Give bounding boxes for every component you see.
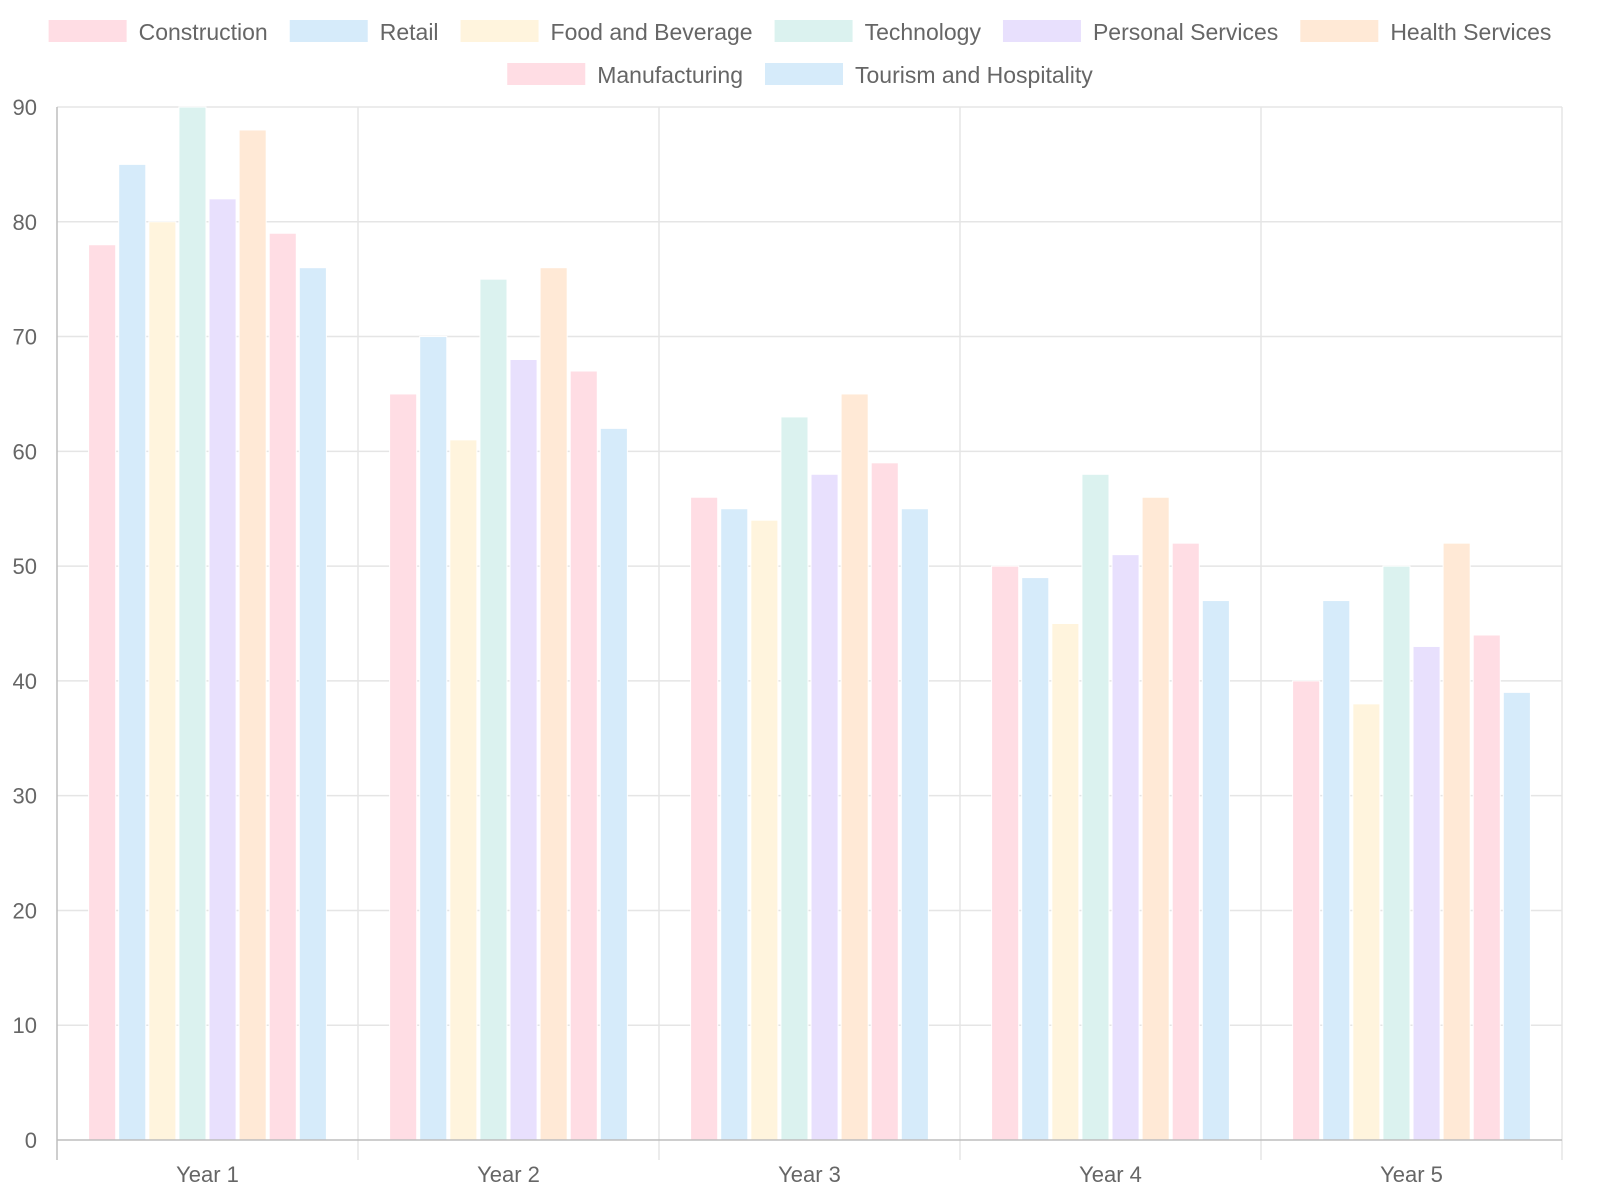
bar-personal-services-year-5[interactable]: [1412, 645, 1441, 1141]
bar-construction-year-4[interactable]: [991, 565, 1020, 1141]
bar-retail-year-3[interactable]: [720, 508, 749, 1141]
bar-technology-year-3[interactable]: [780, 416, 809, 1141]
legend-item-food-and-beverage[interactable]: Food and Beverage: [460, 19, 753, 45]
legend-label: Tourism and Hospitality: [855, 62, 1093, 88]
bar-food-and-beverage-year-1[interactable]: [148, 221, 177, 1141]
x-tick-label: Year 4: [1079, 1162, 1142, 1187]
legend: Construction Retail Food and Beverage Techn…: [48, 19, 1551, 88]
legend-label: Personal Services: [1093, 19, 1278, 45]
legend-item-personal-services[interactable]: Personal Services: [1002, 19, 1278, 45]
bar-health-services-year-5[interactable]: [1442, 542, 1471, 1141]
bar-retail-year-5[interactable]: [1322, 600, 1351, 1141]
bar-manufacturing-year-3[interactable]: [870, 462, 899, 1141]
legend-swatch: [1300, 20, 1379, 42]
bar-personal-services-year-3[interactable]: [810, 473, 839, 1141]
bar-construction-year-2[interactable]: [389, 393, 418, 1141]
x-tick-label: Year 5: [1380, 1162, 1443, 1187]
bar-tourism-and-hospitality-year-4[interactable]: [1201, 600, 1230, 1141]
bar-retail-year-2[interactable]: [419, 336, 448, 1141]
legend-item-health-services[interactable]: Health Services: [1300, 19, 1551, 45]
bar-construction-year-1[interactable]: [88, 244, 117, 1141]
bar-food-and-beverage-year-3[interactable]: [750, 519, 779, 1141]
bar-manufacturing-year-5[interactable]: [1472, 634, 1501, 1141]
bar-personal-services-year-4[interactable]: [1111, 554, 1140, 1141]
y-tick-label: 70: [13, 325, 37, 350]
legend-swatch: [764, 63, 843, 85]
legend-label: Retail: [380, 19, 439, 45]
legend-label: Food and Beverage: [551, 19, 753, 45]
x-tick-label: Year 1: [176, 1162, 239, 1187]
bar-manufacturing-year-4[interactable]: [1171, 542, 1200, 1141]
y-tick-label: 0: [25, 1128, 37, 1153]
bar-health-services-year-4[interactable]: [1141, 496, 1170, 1141]
y-tick-label: 50: [13, 554, 37, 579]
x-tick-label: Year 3: [778, 1162, 841, 1187]
legend-swatch: [507, 63, 586, 85]
legend-item-manufacturing[interactable]: Manufacturing: [507, 62, 743, 88]
bar-technology-year-4[interactable]: [1081, 473, 1110, 1141]
legend-swatch: [774, 20, 853, 42]
bar-tourism-and-hospitality-year-1[interactable]: [298, 267, 327, 1141]
legend-swatch: [289, 20, 368, 42]
bar-retail-year-1[interactable]: [118, 163, 147, 1141]
y-tick-label: 60: [13, 439, 37, 464]
bar-technology-year-5[interactable]: [1382, 565, 1411, 1141]
bar-tourism-and-hospitality-year-3[interactable]: [900, 508, 929, 1141]
legend-label: Technology: [865, 19, 982, 45]
bar-food-and-beverage-year-5[interactable]: [1352, 703, 1381, 1141]
bar-construction-year-5[interactable]: [1292, 680, 1321, 1141]
y-tick-label: 10: [13, 1013, 37, 1038]
legend-item-tourism-and-hospitality[interactable]: Tourism and Hospitality: [764, 62, 1093, 88]
bar-food-and-beverage-year-2[interactable]: [449, 439, 478, 1141]
legend-item-retail[interactable]: Retail: [289, 19, 439, 45]
bar-personal-services-year-1[interactable]: [208, 198, 237, 1141]
bar-technology-year-1[interactable]: [178, 106, 207, 1141]
axes: [56, 107, 1562, 1160]
y-tick-label: 40: [13, 669, 37, 694]
legend-label: Health Services: [1390, 19, 1551, 45]
bars: [88, 106, 1531, 1141]
legend-label: Manufacturing: [597, 62, 743, 88]
legend-swatch: [1002, 20, 1081, 42]
y-tick-label: 30: [13, 784, 37, 809]
bar-tourism-and-hospitality-year-5[interactable]: [1502, 691, 1531, 1141]
bar-retail-year-4[interactable]: [1021, 577, 1050, 1141]
bar-tourism-and-hospitality-year-2[interactable]: [599, 427, 628, 1141]
x-axis-ticks: Year 1 Year 2 Year 3 Year 4 Year 5: [176, 1162, 1443, 1187]
bar-food-and-beverage-year-4[interactable]: [1051, 623, 1080, 1141]
legend-item-technology[interactable]: Technology: [774, 19, 982, 45]
y-axis-ticks: 0 10 20 30 40 50 60 70 80 90: [13, 95, 37, 1153]
y-tick-label: 80: [13, 210, 37, 235]
x-tick-label: Year 2: [477, 1162, 540, 1187]
legend-swatch: [460, 20, 539, 42]
bar-health-services-year-3[interactable]: [840, 393, 869, 1141]
legend-label: Construction: [139, 19, 268, 45]
bar-personal-services-year-2[interactable]: [509, 359, 538, 1141]
bar-health-services-year-1[interactable]: [238, 129, 267, 1141]
legend-swatch: [48, 20, 127, 42]
legend-item-construction[interactable]: Construction: [48, 19, 268, 45]
bar-construction-year-3[interactable]: [690, 496, 719, 1141]
y-tick-label: 20: [13, 898, 37, 923]
bar-manufacturing-year-2[interactable]: [569, 370, 598, 1141]
bar-manufacturing-year-1[interactable]: [268, 232, 297, 1141]
y-tick-label: 90: [13, 95, 37, 120]
bar-health-services-year-2[interactable]: [539, 267, 568, 1141]
bar-technology-year-2[interactable]: [479, 278, 508, 1141]
